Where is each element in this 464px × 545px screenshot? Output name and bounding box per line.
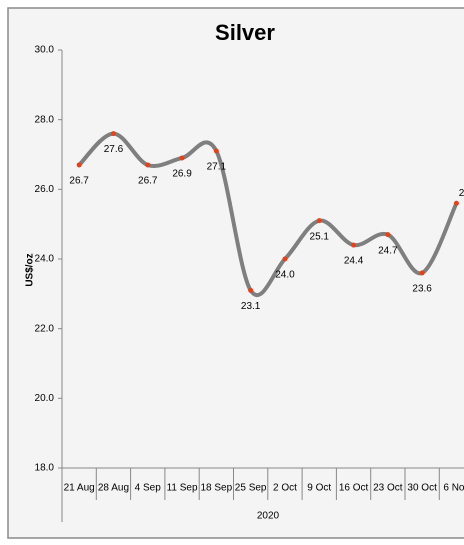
data-label: 25.6 [459,188,464,199]
y-tick-label: 30.0 [35,45,55,56]
data-label: 26.7 [69,176,89,187]
marker [213,148,219,154]
data-label: 26.7 [138,176,158,187]
data-label: 24.4 [344,256,364,267]
x-tick-label: 4 Sep [135,483,162,494]
marker [351,242,357,248]
x-tick-label: 9 Oct [307,483,331,494]
marker [316,218,322,224]
x-tick-label: 21 Aug [64,483,95,494]
x-tick-label: 25 Sep [235,483,267,494]
x-tick-label: 6 Nov [443,483,464,494]
marker [145,162,151,168]
marker [419,270,425,276]
marker [110,131,116,137]
x-tick-label: 28 Aug [98,483,129,494]
marker [385,232,391,238]
data-label: 27.1 [207,162,227,173]
x-tick-label: 2 Oct [273,483,297,494]
x-tick-label: 23 Oct [373,483,403,494]
data-label: 23.1 [241,301,261,312]
data-label: 25.1 [310,231,330,242]
x-tick-label: 18 Sep [200,483,232,494]
marker [76,162,82,168]
y-tick-label: 24.0 [35,254,55,265]
data-label: 23.6 [412,284,432,295]
data-label: 27.6 [104,144,124,155]
x-tick-label: 30 Oct [407,483,437,494]
data-label: 24.0 [275,270,295,281]
y-tick-label: 26.0 [35,184,55,195]
y-tick-label: 20.0 [35,393,55,404]
marker [453,200,459,206]
y-axis-title: US$/oz [25,253,36,286]
x-tick-label: 16 Oct [339,483,369,494]
y-tick-label: 18.0 [35,463,55,474]
x-group-label: 2020 [257,511,280,522]
data-label: 24.7 [378,245,398,256]
chart-title: Silver [215,20,275,45]
x-tick-label: 11 Sep [167,483,198,494]
marker [282,256,288,262]
chart-frame [7,7,464,539]
y-tick-label: 22.0 [35,323,55,334]
y-tick-label: 28.0 [35,114,55,125]
data-label: 26.9 [172,169,192,180]
marker [248,287,254,293]
marker [179,155,185,161]
